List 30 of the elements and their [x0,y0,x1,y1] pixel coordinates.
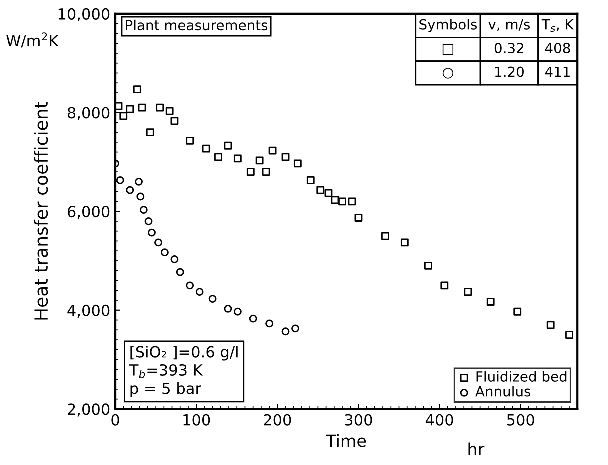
x-tick-label: 100 [184,414,210,426]
x-axis-title: Time [326,434,366,448]
legend-label: Fluidized bed [476,371,567,382]
y-tick-label: 4,000 [68,304,110,318]
annotation: T$_{s}$, K [542,20,574,32]
annotation: □ [442,44,454,56]
annotation: ○ [442,68,454,79]
y-tick-label: 10,000 [58,8,110,22]
y-tick-label: 8,000 [68,107,110,120]
annotation: T$_{b}$=393 K [129,364,204,378]
x-tick-label: 0 [112,414,120,426]
x-tick-label: 200 [264,414,292,426]
annotation: 0.32 [494,43,524,54]
annotation: p = 5 bar [130,382,202,398]
x-tick-label: 400 [426,414,454,426]
annotation: Plant measurements [126,20,268,31]
y-tick-label: 2,000 [68,404,110,417]
text: hr [468,442,485,456]
annotation: 411 [545,66,570,78]
annotation: v, m/s [488,20,530,32]
x-tick-label: 300 [345,414,372,426]
x-tick-label: 500 [507,414,534,426]
y-tick-label: 6,000 [68,206,110,220]
annotation: Symbols [420,19,478,33]
annotation: 1.20 [496,66,524,78]
annotation: [SiO₂ ]=0.6 g/l [130,346,238,361]
text: W/m$^{2}$K [6,32,59,48]
y-axis-title: Heat transfer coefficient [34,102,48,320]
annotation: 408 [545,43,570,54]
legend-label: Annulus [476,386,531,397]
